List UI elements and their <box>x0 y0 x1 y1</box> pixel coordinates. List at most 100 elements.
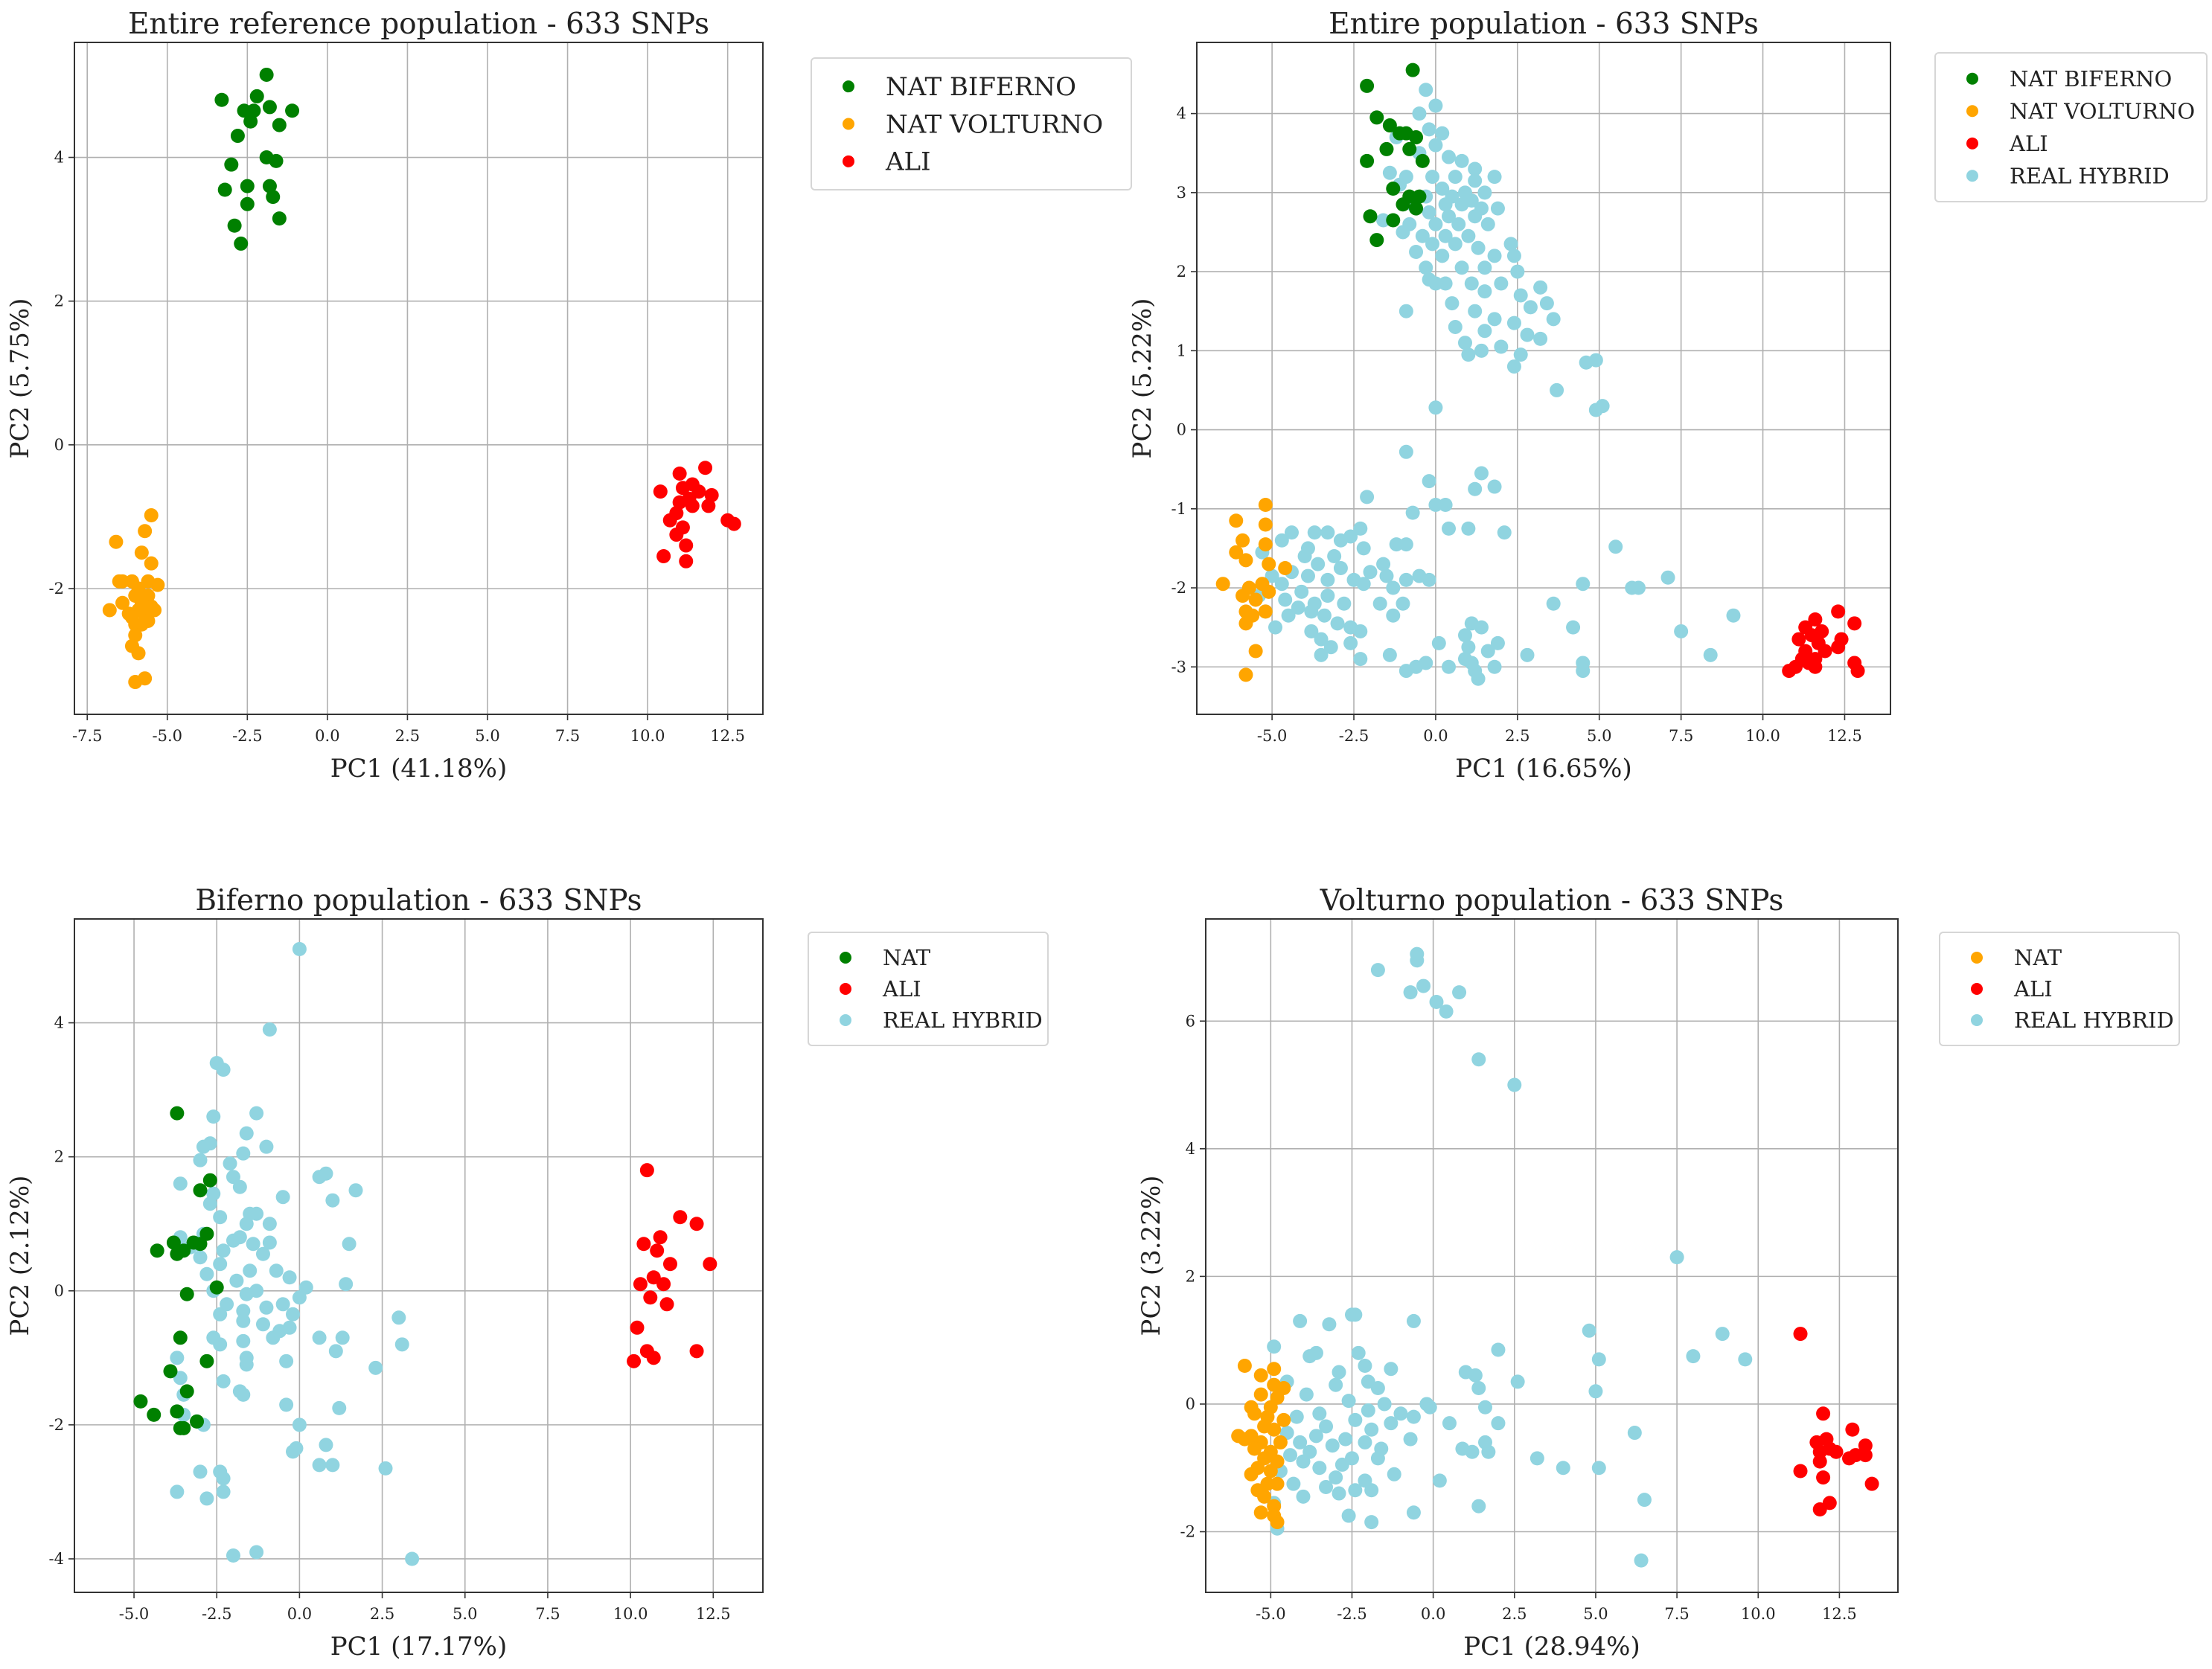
data-point <box>1274 577 1289 592</box>
y-axis-label: PC2 (3.22%) <box>1137 1176 1166 1336</box>
data-point <box>1244 1467 1259 1481</box>
data-point <box>1422 474 1436 489</box>
data-point <box>1410 953 1425 968</box>
data-point <box>170 1484 185 1499</box>
data-point <box>1386 182 1401 196</box>
x-tick-label: -5.0 <box>119 1605 150 1623</box>
data-point <box>1406 1409 1421 1424</box>
y-tick-label: 0 <box>54 1282 64 1300</box>
data-point <box>226 1170 240 1185</box>
legend: NAT BIFERNO NAT VOLTURNO ALI REAL HYBRID <box>1934 52 2208 202</box>
data-point <box>1267 1362 1282 1377</box>
data-point <box>128 675 143 690</box>
data-point <box>1631 580 1646 595</box>
data-point <box>368 1360 383 1375</box>
data-point <box>1513 347 1528 362</box>
data-point <box>1415 228 1430 243</box>
data-point <box>1588 353 1603 368</box>
data-point <box>1438 228 1453 243</box>
data-point <box>325 1193 340 1208</box>
x-tick-label: 2.5 <box>395 727 420 745</box>
y-tick-label: 4 <box>54 1014 64 1032</box>
data-point <box>325 1458 340 1473</box>
data-point <box>1422 572 1436 587</box>
legend-label: NAT BIFERNO <box>886 72 1076 102</box>
data-point <box>246 1237 260 1252</box>
data-point <box>1302 1349 1317 1364</box>
data-point <box>1812 1502 1827 1516</box>
series-ali <box>1782 604 1865 679</box>
data-point <box>1396 225 1410 240</box>
data-point <box>193 1250 208 1265</box>
data-point <box>405 1551 420 1566</box>
legend-label: ALI <box>2013 976 2053 1002</box>
data-point <box>1627 1426 1642 1441</box>
data-point <box>1510 264 1525 279</box>
data-point <box>259 67 274 82</box>
data-point <box>236 1146 251 1161</box>
data-point <box>1262 557 1276 571</box>
data-point <box>1595 399 1610 414</box>
data-point <box>173 1330 188 1345</box>
data-point <box>1634 1553 1649 1568</box>
data-point <box>1452 985 1467 1000</box>
data-point <box>1327 549 1342 564</box>
data-point <box>1334 1457 1349 1472</box>
data-point <box>1386 213 1401 228</box>
data-point <box>1468 304 1483 318</box>
data-point <box>1464 276 1479 291</box>
data-point <box>1370 963 1385 978</box>
data-point <box>1300 568 1315 583</box>
data-point <box>266 1330 281 1345</box>
data-point <box>1808 659 1823 674</box>
data-point <box>179 1384 194 1399</box>
data-point <box>1360 78 1375 93</box>
data-point <box>199 1491 214 1506</box>
y-tick-label: 2 <box>1186 1267 1195 1285</box>
legend-box <box>1939 932 2180 1046</box>
data-point <box>1428 276 1443 291</box>
data-point <box>275 1190 290 1205</box>
data-point <box>1291 600 1305 615</box>
data-point <box>1403 1432 1418 1447</box>
data-point <box>216 1374 231 1388</box>
chart-title: Entire reference population - 633 SNPs <box>128 7 709 41</box>
data-point <box>646 1351 661 1365</box>
y-tick-label: 2 <box>54 292 64 310</box>
data-point <box>1353 521 1368 536</box>
data-point <box>1487 249 1502 263</box>
x-tick-label: 7.5 <box>1664 1605 1689 1623</box>
data-point <box>1442 659 1457 674</box>
data-point <box>239 1126 254 1141</box>
data-point <box>1299 1387 1314 1402</box>
data-point <box>1343 635 1358 650</box>
data-point <box>272 118 287 132</box>
data-point <box>391 1310 406 1325</box>
data-point <box>292 1290 307 1305</box>
legend-label: NAT BIFERNO <box>2010 66 2172 92</box>
data-point <box>214 92 229 107</box>
legend-box <box>1934 52 2208 202</box>
data-point <box>286 1444 301 1459</box>
data-point <box>685 499 700 513</box>
data-point <box>224 157 239 172</box>
data-point <box>1296 1454 1311 1469</box>
data-point <box>1403 985 1418 1000</box>
data-point <box>236 1333 251 1348</box>
data-point <box>1471 671 1486 686</box>
data-point <box>275 1297 290 1312</box>
x-tick-label: 7.5 <box>1669 727 1693 745</box>
data-point <box>1539 296 1554 311</box>
data-point <box>1293 1313 1308 1328</box>
data-point <box>163 1364 178 1379</box>
data-point <box>1247 1406 1262 1421</box>
data-point <box>138 524 153 539</box>
data-point <box>1412 189 1427 204</box>
data-point <box>1358 1435 1372 1449</box>
data-point <box>1396 197 1410 212</box>
data-point <box>1289 1409 1304 1424</box>
chart-title: Biferno population - 633 SNPs <box>195 884 642 917</box>
data-point <box>262 179 277 193</box>
data-point <box>1361 1403 1375 1418</box>
data-point <box>378 1461 393 1476</box>
